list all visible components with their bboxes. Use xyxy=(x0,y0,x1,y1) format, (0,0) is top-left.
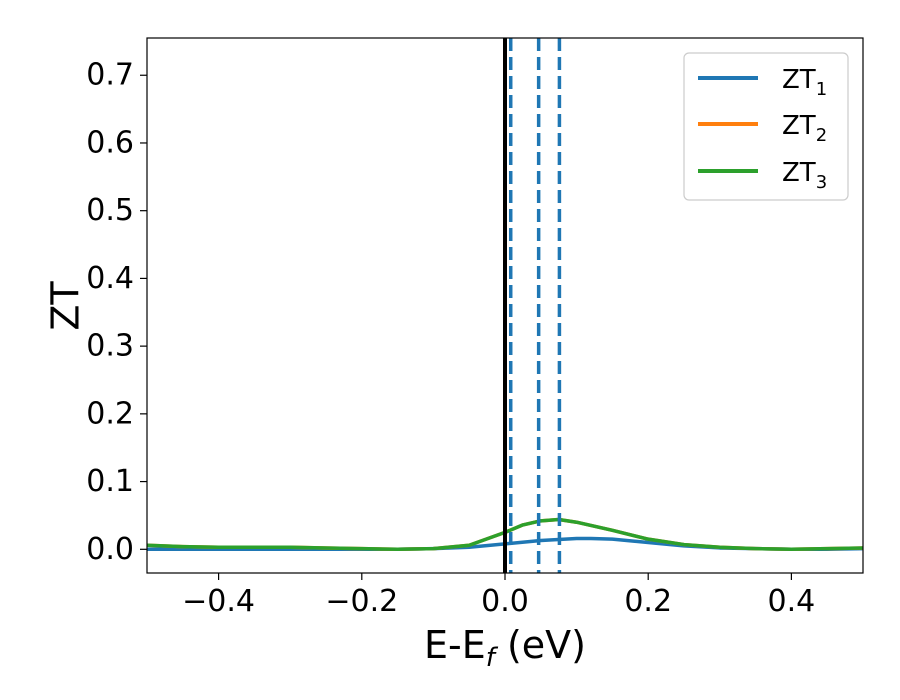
y-tick-label: 0.5 xyxy=(86,193,134,228)
x-tick-label: 0.0 xyxy=(481,584,529,619)
y-tick-label: 0.6 xyxy=(86,125,134,160)
y-axis: 0.0 0.1 0.2 0.3 0.4 0.5 0.6 0.7 xyxy=(86,58,147,567)
x-tick-label: −0.2 xyxy=(325,584,398,619)
x-axis-title-main: E-E xyxy=(424,623,486,667)
series-layer xyxy=(147,38,863,573)
y-tick-label: 0.7 xyxy=(86,58,134,93)
y-tick-label: 0.0 xyxy=(86,532,134,567)
y-tick-label: 0.3 xyxy=(86,329,134,364)
x-axis-title: E-Ef (eV) xyxy=(424,623,586,673)
x-tick-label: 0.4 xyxy=(768,584,816,619)
legend-label-3: ZT3 xyxy=(782,158,827,193)
legend-frame xyxy=(683,52,849,201)
y-tick-label: 0.1 xyxy=(86,464,134,499)
x-axis: −0.4 −0.2 0.0 0.2 0.4 xyxy=(182,573,815,619)
x-axis-title-unit: (eV) xyxy=(495,623,586,667)
series-line-3 xyxy=(147,517,863,552)
legend-label-2: ZT2 xyxy=(782,111,827,146)
legend: ZT1 ZT2 ZT3 xyxy=(683,52,849,201)
legend-label-1: ZT1 xyxy=(782,65,827,100)
y-axis-title: ZT xyxy=(44,281,88,331)
y-tick-label: 0.4 xyxy=(86,261,134,296)
x-tick-label: −0.4 xyxy=(182,584,255,619)
x-tick-label: 0.2 xyxy=(624,584,672,619)
y-tick-label: 0.2 xyxy=(86,396,134,431)
